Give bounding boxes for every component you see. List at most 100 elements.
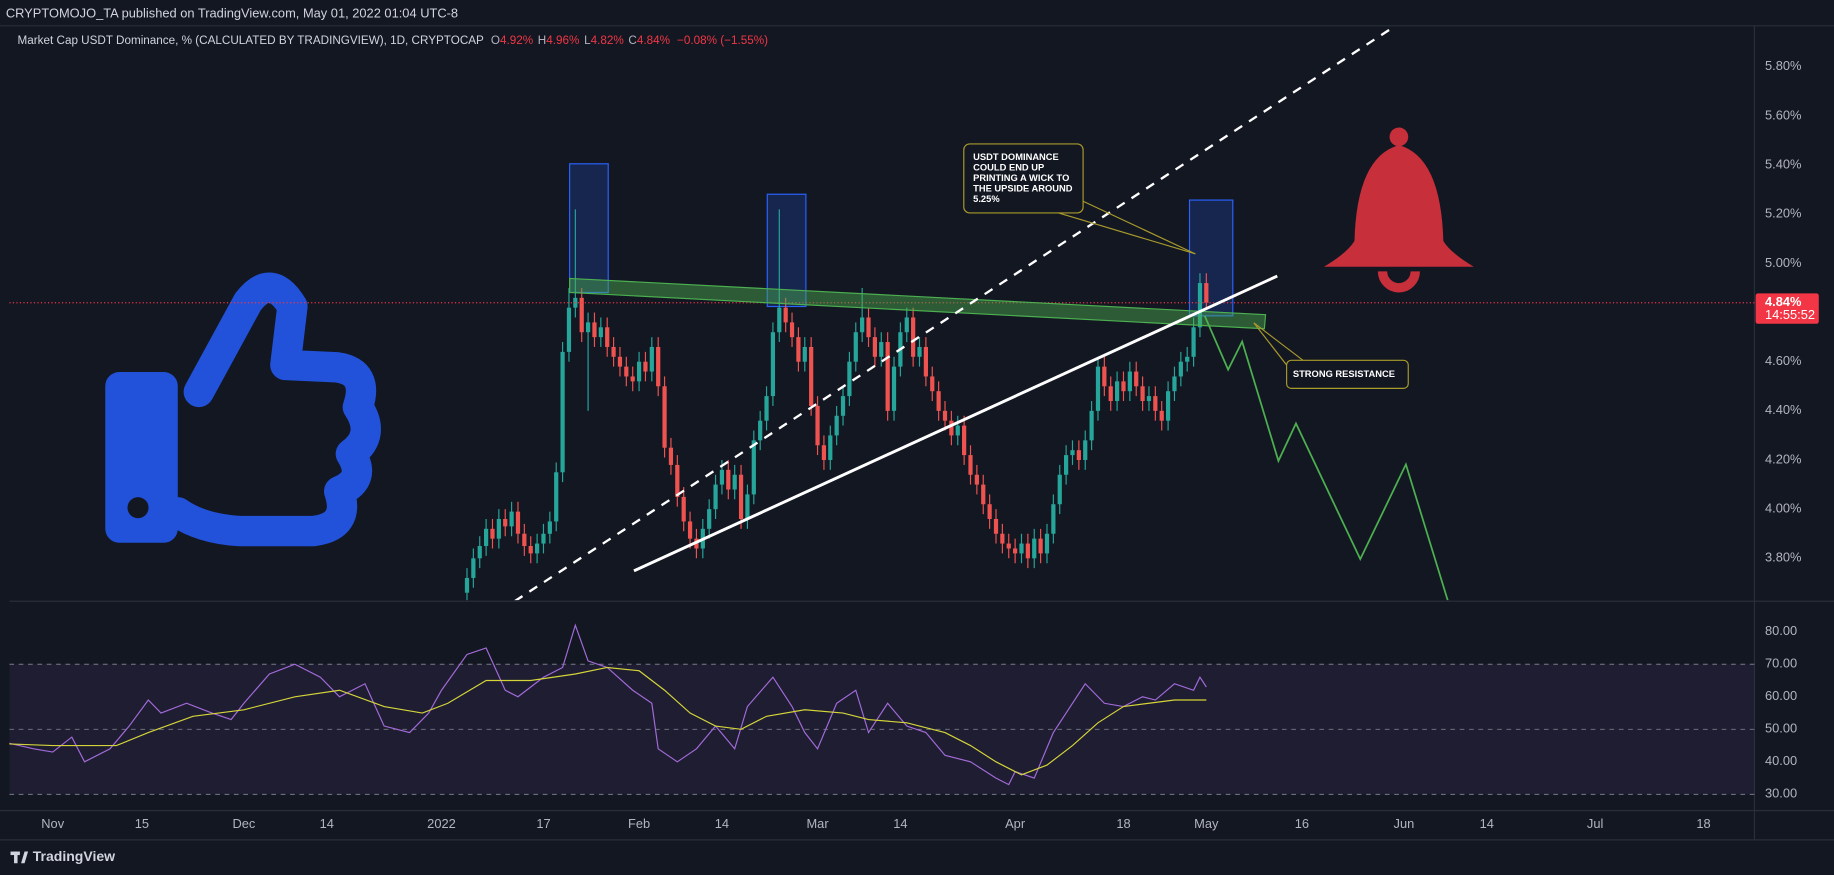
thumb-dot [127, 497, 149, 519]
candle-body [1051, 504, 1056, 534]
candle-body [681, 496, 686, 522]
candle-body [509, 511, 514, 527]
x-tick-label: Apr [1005, 816, 1026, 831]
candle-body [796, 337, 801, 362]
callout-text: USDT DOMINANCE COULD END UP PRINTING A WIC… [973, 152, 1073, 204]
candle-body [885, 342, 890, 411]
candle-body [464, 577, 470, 593]
last-price-label: 4.84% [1765, 294, 1802, 309]
candle-body [1025, 543, 1030, 559]
candle-body [713, 484, 718, 510]
x-tick-label: 2022 [427, 816, 456, 831]
y-tick-label: 5.80% [1765, 58, 1801, 73]
candle-body [866, 317, 871, 338]
candle-body [853, 332, 858, 362]
candle-body [1178, 361, 1183, 377]
candle-body [758, 420, 763, 441]
candle-body [1032, 538, 1037, 559]
candle-body [719, 469, 725, 485]
x-tick-label: 17 [536, 816, 550, 831]
candle-body [1083, 440, 1088, 461]
candle-body [1013, 548, 1018, 554]
candle-body [949, 420, 954, 436]
rsi-pane [9, 623, 1755, 795]
callout-line: 5.25% [973, 195, 1000, 205]
candle-body [579, 297, 584, 333]
candle-body [1204, 283, 1209, 303]
candle-body [770, 332, 776, 397]
y-tick-label: 5.60% [1765, 107, 1801, 122]
ohlc-value: 4.92% [500, 34, 533, 47]
candle-body [471, 558, 476, 578]
y-tick-label: 5.20% [1765, 206, 1801, 221]
candle-body [1057, 474, 1062, 505]
callout-pointer [1082, 200, 1196, 255]
bell-body [1324, 145, 1474, 267]
candle-body [1070, 450, 1075, 456]
candle-body [528, 546, 533, 554]
candle-body [847, 361, 852, 397]
rsi-tick-label: 40.00 [1765, 753, 1797, 768]
candle-body [891, 366, 897, 411]
candle-body [1121, 381, 1126, 392]
candle-body [879, 342, 884, 357]
candle-body [968, 455, 973, 475]
rsi-line [9, 666, 1207, 776]
candle-body [911, 317, 916, 357]
candle-body [981, 484, 986, 505]
candle-body [1114, 381, 1120, 402]
candle-body [917, 346, 922, 357]
rsi-tick-label: 60.00 [1765, 688, 1797, 703]
logo-part [21, 851, 29, 864]
rsi-tick-label: 80.00 [1765, 623, 1797, 638]
candle-body [617, 356, 623, 367]
ohlc-key: C [628, 34, 636, 47]
candle-body [1006, 543, 1011, 549]
price-pane [9, 163, 1755, 601]
candle-body [815, 405, 820, 446]
y-tick-label: 4.60% [1765, 353, 1801, 368]
x-tick-label: Jun [1394, 816, 1415, 831]
callout-box [963, 143, 1084, 214]
x-tick-label: 14 [320, 816, 334, 831]
candle-body [1153, 396, 1158, 411]
candle-body [490, 528, 495, 539]
y-tick-label: 5.40% [1765, 157, 1801, 172]
candle-body [738, 474, 744, 519]
callout-line: PRINTING A WICK TO [973, 173, 1069, 183]
candle-body [675, 464, 680, 497]
bell-knob [1389, 127, 1409, 147]
last-price-box [1755, 293, 1819, 324]
candle-body [936, 391, 941, 411]
candle-body [630, 376, 635, 382]
highlight-box [766, 193, 807, 308]
candle-body [1197, 283, 1203, 328]
ohlc-key: H [538, 34, 546, 47]
candle-body [515, 511, 521, 534]
y-tick-label: 5.00% [1765, 255, 1801, 270]
candle-body [1146, 396, 1152, 402]
candle-body [1044, 533, 1050, 554]
candle-body [923, 346, 928, 377]
x-tick-label: Jul [1587, 816, 1603, 831]
candle-body [598, 327, 603, 338]
highlight-box [1188, 199, 1234, 317]
legend-title: Market Cap USDT Dominance, % (CALCULATED… [18, 34, 485, 47]
candle-body [840, 396, 846, 416]
ohlc-key: L [584, 34, 591, 47]
y-tick-label: 4.20% [1765, 451, 1801, 466]
candle-body [821, 445, 827, 461]
candle-body [732, 474, 737, 490]
candle-body [643, 361, 648, 372]
candle-body [1159, 410, 1164, 421]
candle-body [649, 346, 654, 372]
candle-body [484, 528, 489, 547]
candle-body [1076, 450, 1081, 461]
candle-body [662, 386, 667, 448]
bell-icon [1324, 127, 1474, 293]
candle-body [955, 425, 960, 436]
candle-body [687, 521, 693, 539]
callout-box [1286, 359, 1409, 389]
projection [1203, 315, 1449, 601]
